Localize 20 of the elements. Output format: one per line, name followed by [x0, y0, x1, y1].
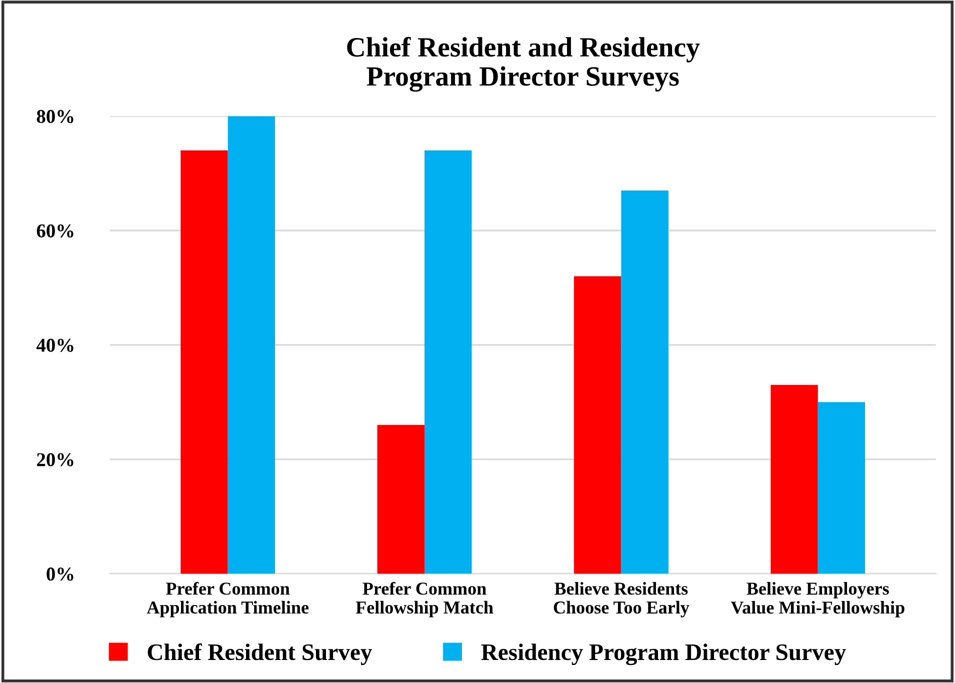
bar	[818, 402, 866, 574]
y-tick-label: 60%	[36, 224, 74, 238]
bar	[770, 384, 818, 574]
bar	[621, 190, 668, 574]
bar	[424, 150, 472, 574]
x-tick-label: Prefer Common Fellowship Match	[356, 582, 494, 618]
y-tick-label: 20%	[37, 453, 74, 466]
chart-title: Chief Resident and Residency Program Director Surveys	[347, 36, 700, 92]
bar	[228, 116, 276, 574]
bar	[180, 150, 228, 574]
y-tick-label: 0%	[46, 568, 74, 581]
y-tick-label: 80%	[36, 110, 74, 124]
x-tick-label: Believe Residents Choose Too Early	[554, 582, 690, 618]
bar	[574, 276, 622, 574]
x-tick-label: Believe Employers Value Mini-Fellowship	[730, 582, 904, 618]
y-tick-label: 40%	[36, 338, 74, 352]
bar	[377, 424, 425, 574]
legend-label: Chief Resident Survey	[148, 643, 372, 666]
legend-label: Residency Program Director Survey	[481, 644, 846, 666]
x-tick-label: Prefer Common Application Timeline	[146, 582, 309, 618]
